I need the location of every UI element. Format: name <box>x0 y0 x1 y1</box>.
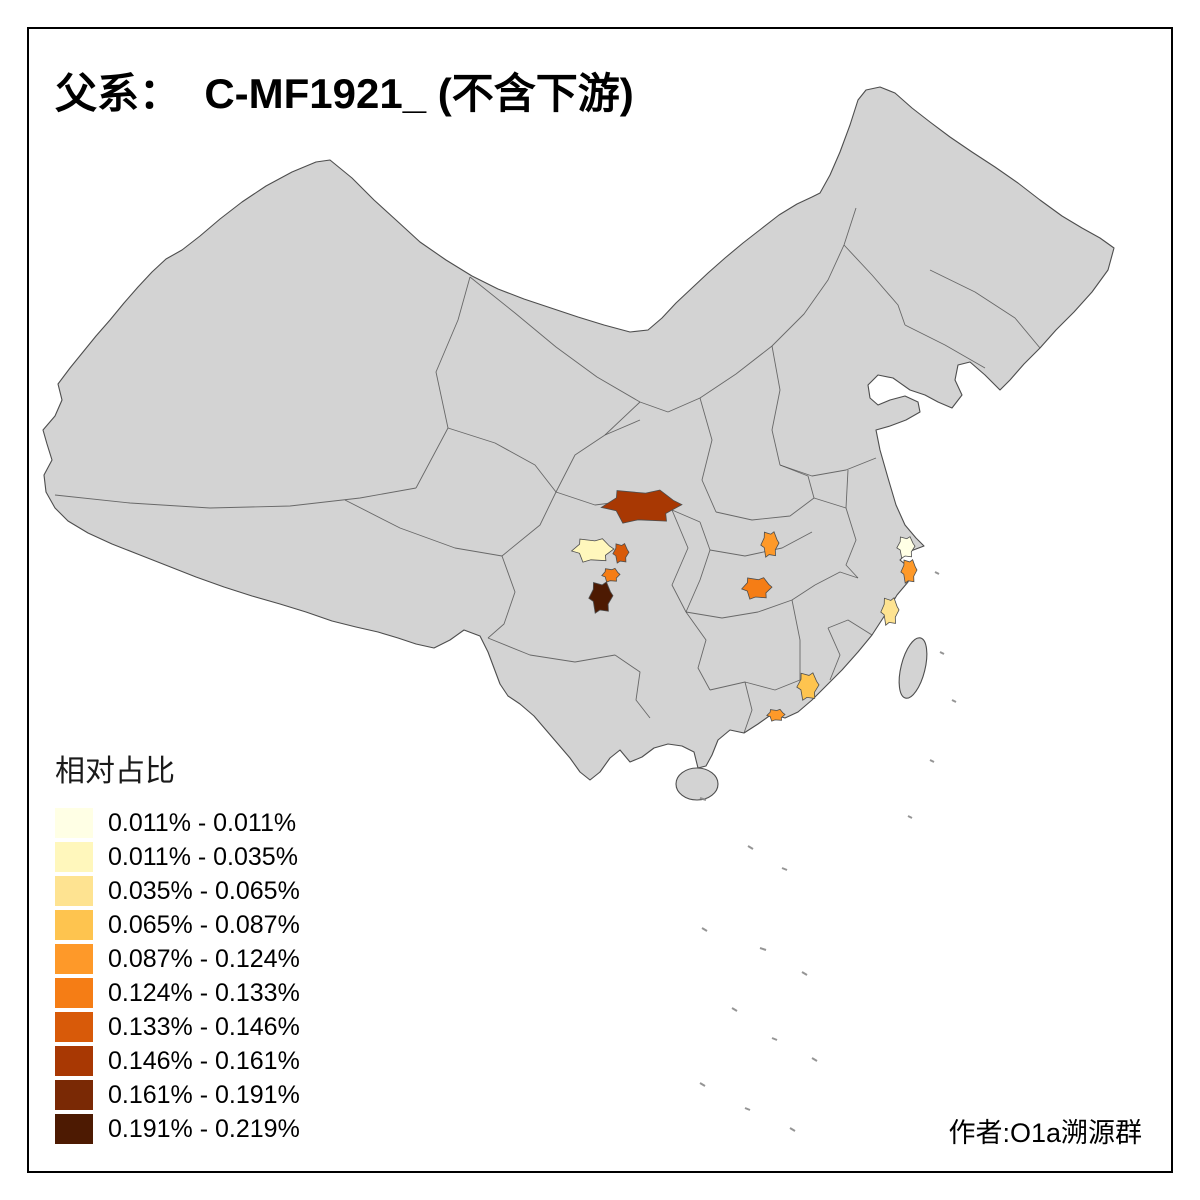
prefecture-highlight-north-sichuan-red <box>612 543 630 564</box>
legend-swatch <box>55 978 93 1008</box>
map-title: 父系： C-MF1921_ (不含下游) <box>55 70 634 117</box>
legend-swatch <box>55 876 93 906</box>
legend-row: 0.133% - 0.146% <box>55 1010 300 1044</box>
legend-swatch <box>55 1114 93 1144</box>
prefecture-highlight-south-sichuan-darkest <box>588 581 614 614</box>
legend: 相对占比 0.011% - 0.011% 0.011% - 0.035% 0.035… <box>55 746 300 1146</box>
legend-swatch <box>55 1080 93 1110</box>
legend-label: 0.146% - 0.161% <box>108 1046 300 1075</box>
legend-row: 0.065% - 0.087% <box>55 908 300 942</box>
legend-row: 0.161% - 0.191% <box>55 1078 300 1112</box>
hainan-island <box>675 767 719 801</box>
mainland <box>42 86 1115 781</box>
legend-items: 0.011% - 0.011% 0.011% - 0.035% 0.035% - 0… <box>55 806 300 1146</box>
legend-swatch <box>55 910 93 940</box>
prefecture-highlight-central-sichuan-orange <box>601 567 621 583</box>
prefecture-highlight-south-zhejiang-pale <box>880 597 900 626</box>
legend-label: 0.011% - 0.035% <box>108 842 298 871</box>
prefecture-highlight-henan-orange <box>760 531 780 558</box>
legend-label: 0.133% - 0.146% <box>108 1012 300 1041</box>
province-borders <box>54 207 1041 734</box>
legend-label: 0.011% - 0.011% <box>108 808 297 837</box>
legend-swatch <box>55 1012 93 1042</box>
legend-row: 0.191% - 0.219% <box>55 1112 300 1146</box>
prefecture-highlight-north-zhejiang-orange <box>900 559 918 584</box>
legend-label: 0.191% - 0.219% <box>108 1114 300 1143</box>
prefecture-highlight-guangdong-orange <box>766 708 786 722</box>
highlighted-prefectures <box>570 489 918 722</box>
legend-row: 0.011% - 0.011% <box>55 806 300 840</box>
legend-swatch <box>55 944 93 974</box>
legend-row: 0.035% - 0.065% <box>55 874 300 908</box>
legend-label: 0.161% - 0.191% <box>108 1080 300 1109</box>
legend-row: 0.011% - 0.035% <box>55 840 300 874</box>
legend-swatch <box>55 808 93 838</box>
legend-label: 0.065% - 0.087% <box>108 910 300 939</box>
prefecture-highlight-guangdong-yellow <box>796 672 820 701</box>
legend-label: 0.087% - 0.124% <box>108 944 300 973</box>
legend-row: 0.146% - 0.161% <box>55 1044 300 1078</box>
prefecture-highlight-shanghai-pale <box>896 536 916 559</box>
china-mainland-shape <box>42 86 1115 781</box>
south-china-sea-islands <box>699 571 957 1132</box>
prefecture-highlight-south-shaanxi-large <box>600 489 683 524</box>
legend-label: 0.124% - 0.133% <box>108 978 300 1007</box>
legend-swatch <box>55 1046 93 1076</box>
legend-label: 0.035% - 0.065% <box>108 876 300 905</box>
prefecture-highlight-west-sichuan-pale <box>570 538 615 563</box>
legend-swatch <box>55 842 93 872</box>
legend-title: 相对占比 <box>55 755 175 788</box>
legend-row: 0.124% - 0.133% <box>55 976 300 1010</box>
prefecture-highlight-hubei-orange <box>741 577 773 600</box>
taiwan-island <box>898 637 928 699</box>
legend-row: 0.087% - 0.124% <box>55 942 300 976</box>
credit-text: 作者:O1a溯源群 <box>948 1118 1142 1148</box>
